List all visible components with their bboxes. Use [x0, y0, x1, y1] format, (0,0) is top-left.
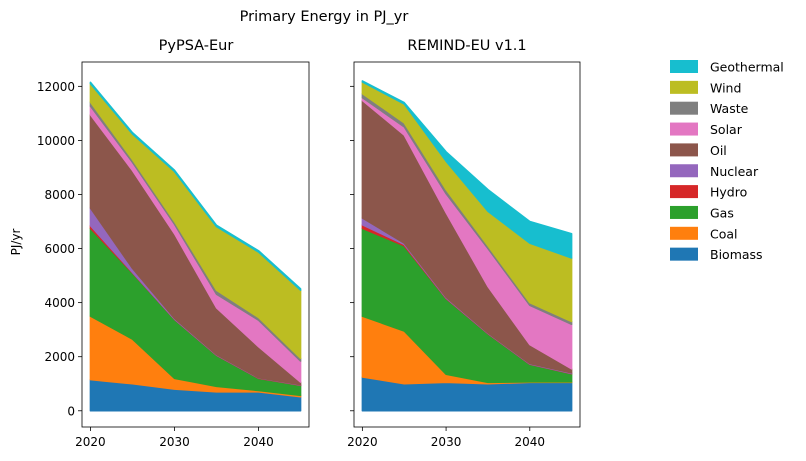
legend-swatch	[670, 60, 698, 73]
legend-item-oil: Oil	[670, 143, 727, 158]
y-tick-label: 6000	[44, 242, 75, 256]
y-tick-label: 8000	[44, 188, 75, 202]
legend-item-nuclear: Nuclear	[670, 164, 759, 179]
legend-label: Waste	[710, 101, 749, 116]
x-tick-label: 2040	[515, 435, 546, 449]
x-tick-label: 2020	[75, 435, 106, 449]
y-tick-label: 12000	[37, 80, 75, 94]
legend-label: Coal	[710, 226, 738, 241]
legend-item-wind: Wind	[670, 80, 741, 95]
legend-item-solar: Solar	[670, 122, 743, 137]
legend-item-waste: Waste	[670, 101, 749, 116]
legend-label: Geothermal	[710, 60, 784, 75]
legend-label: Oil	[710, 143, 727, 158]
legend-item-coal: Coal	[670, 226, 738, 241]
legend-label: Wind	[710, 80, 741, 95]
legend-label: Hydro	[710, 185, 747, 200]
legend-swatch	[670, 122, 698, 136]
panel-title-remind: REMIND-EU v1.1	[407, 38, 526, 54]
panel-remind-eu: 2020 2030 2040	[347, 61, 581, 449]
legend-swatch	[670, 164, 698, 178]
axes-frame	[81, 61, 310, 428]
y-axis-label: PJ/yr	[9, 229, 23, 256]
panel-title-pypsa: PyPSA-Eur	[159, 38, 234, 54]
legend-label: Nuclear	[710, 164, 759, 179]
legend-swatch	[670, 185, 698, 199]
legend-item-geothermal: Geothermal	[670, 60, 784, 75]
area-geothermal-remind-eu-v1-1	[361, 80, 573, 259]
chart-suptitle: Primary Energy in PJ_yr	[240, 9, 409, 25]
area-geothermal-pypsa-eur	[89, 81, 302, 291]
legend-swatch	[670, 101, 698, 115]
legend-swatch	[670, 143, 698, 157]
x-tick-label: 2030	[431, 435, 462, 449]
legend: Geothermal Wind Waste Solar Oil Nuclear Hydro G…	[670, 60, 784, 262]
legend-item-biomass: Biomass	[670, 247, 763, 262]
legend-item-hydro: Hydro	[670, 185, 747, 200]
legend-swatch	[670, 205, 698, 219]
legend-label: Solar	[710, 122, 743, 137]
legend-label: Biomass	[710, 247, 763, 262]
x-tick-label: 2020	[347, 435, 378, 449]
y-tick-label: 4000	[44, 296, 75, 310]
panel-pypsa-eur: 0 2000 4000 6000 8000 10000 12000 2020 2030 2040	[37, 61, 310, 449]
y-tick-label: 10000	[37, 134, 75, 148]
legend-label: Gas	[710, 205, 734, 220]
legend-item-gas: Gas	[670, 205, 734, 220]
y-tick-label: 2000	[44, 350, 75, 364]
legend-swatch	[670, 247, 698, 261]
area-layers	[89, 81, 302, 412]
legend-swatch	[670, 226, 698, 240]
legend-swatch	[670, 80, 698, 94]
y-tick-label: 0	[67, 404, 75, 418]
x-tick-label: 2030	[159, 435, 190, 449]
area-layers	[361, 80, 573, 412]
axes-frame	[353, 61, 581, 428]
x-tick-label: 2040	[243, 435, 274, 449]
